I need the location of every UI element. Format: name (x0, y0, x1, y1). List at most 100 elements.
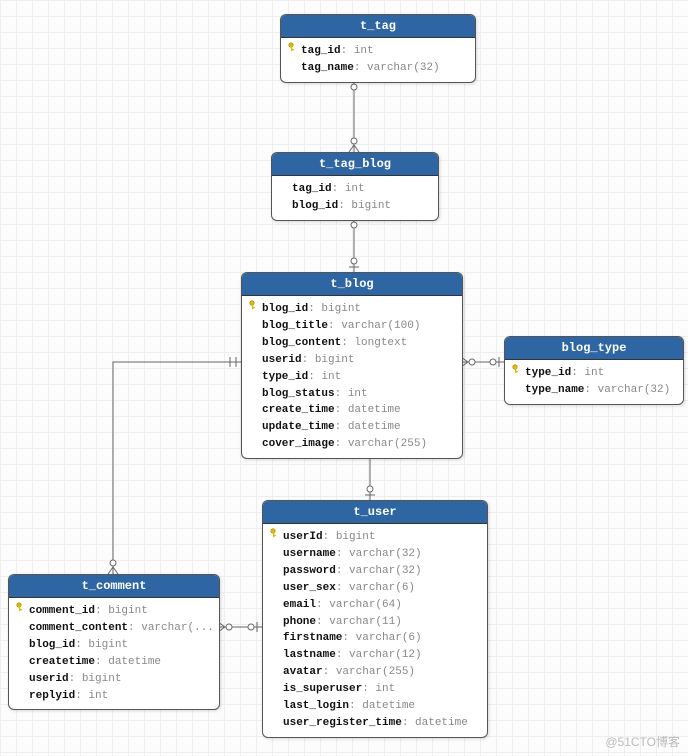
column-name: cover_image (262, 438, 335, 450)
blank-icon (248, 401, 260, 417)
blank-icon (278, 197, 290, 213)
column-name: comment_content (29, 622, 128, 634)
blank-icon (269, 646, 281, 662)
column-type: datetime (362, 700, 415, 712)
blank-icon (15, 619, 27, 635)
blank-icon (269, 613, 281, 629)
pk-icon (511, 364, 523, 380)
column-type: varchar(... (141, 622, 214, 634)
column-row: type_id: int (511, 364, 677, 381)
blank-icon (248, 351, 260, 367)
entity-header: t_comment (9, 575, 219, 598)
entity-t_tag_blog[interactable]: t_tag_blog tag_id: int blog_id: bigint (271, 152, 439, 221)
blank-icon (269, 697, 281, 713)
column-type: int (354, 45, 374, 57)
column-row: comment_id: bigint (15, 602, 213, 619)
blank-icon (269, 663, 281, 679)
column-type: longtext (354, 337, 407, 349)
entity-blog_type[interactable]: blog_typetype_id: int type_name: varchar… (504, 336, 684, 405)
blank-icon (287, 59, 299, 75)
column-name: tag_id (292, 183, 332, 195)
entity-t_user[interactable]: t_useruserId: bigint username: varchar(3… (262, 500, 488, 738)
column-name: replyid (29, 689, 75, 701)
column-row: blog_title: varchar(100) (248, 317, 456, 334)
column-type: varchar(11) (329, 615, 402, 627)
column-type: datetime (348, 421, 401, 433)
column-row: blog_content: longtext (248, 334, 456, 351)
connector-comment-to-blog (113, 362, 241, 574)
column-name: blog_id (292, 200, 338, 212)
column-row: last_login: datetime (269, 697, 481, 714)
blank-icon (269, 629, 281, 645)
column-type: varchar(12) (349, 649, 422, 661)
column-row: blog_id: bigint (278, 197, 432, 214)
blank-icon (248, 334, 260, 350)
column-type: bigint (108, 605, 148, 617)
blank-icon (269, 579, 281, 595)
column-row: password: varchar(32) (269, 562, 481, 579)
column-type: varchar(6) (349, 582, 415, 594)
entity-body: blog_id: bigint blog_title: varchar(100)… (242, 296, 462, 458)
column-row: blog_id: bigint (248, 300, 456, 317)
blank-icon (15, 670, 27, 686)
column-row: user_sex: varchar(6) (269, 579, 481, 596)
column-type: datetime (108, 656, 161, 668)
column-type: int (321, 371, 341, 383)
blank-icon (269, 680, 281, 696)
column-name: userid (262, 354, 302, 366)
entity-body: tag_id: int blog_id: bigint (272, 176, 438, 220)
column-row: type_name: varchar(32) (511, 381, 677, 398)
entity-body: tag_id: int tag_name: varchar(32) (281, 38, 475, 82)
column-row: create_time: datetime (248, 401, 456, 418)
column-name: tag_name (301, 62, 354, 74)
column-type: varchar(100) (341, 320, 420, 332)
blank-icon (269, 562, 281, 578)
column-name: blog_title (262, 320, 328, 332)
column-type: datetime (415, 717, 468, 729)
column-row: userid: bigint (15, 670, 213, 687)
column-row: is_superuser: int (269, 680, 481, 697)
column-row: user_register_time: datetime (269, 714, 481, 731)
entity-header: t_tag (281, 15, 475, 38)
entity-header: t_user (263, 501, 487, 524)
blank-icon (15, 687, 27, 703)
column-name: user_sex (283, 582, 336, 594)
column-name: blog_id (29, 639, 75, 651)
column-name: avatar (283, 666, 323, 678)
column-type: varchar(6) (356, 632, 422, 644)
column-row: userid: bigint (248, 351, 456, 368)
entity-t_blog[interactable]: t_blogblog_id: bigint blog_title: varcha… (241, 272, 463, 459)
blank-icon (15, 636, 27, 652)
column-name: email (283, 599, 316, 611)
entity-body: type_id: int type_name: varchar(32) (505, 360, 683, 404)
column-name: type_name (525, 384, 584, 396)
column-type: varchar(255) (336, 666, 415, 678)
column-name: blog_status (262, 387, 335, 399)
column-type: bigint (315, 354, 355, 366)
column-row: blog_status: int (248, 385, 456, 402)
blank-icon (248, 317, 260, 333)
column-row: tag_name: varchar(32) (287, 59, 469, 76)
column-type: bigint (351, 200, 391, 212)
column-name: firstname (283, 632, 342, 644)
column-type: datetime (348, 404, 401, 416)
blank-icon (269, 714, 281, 730)
column-name: user_register_time (283, 717, 402, 729)
column-name: phone (283, 615, 316, 627)
column-type: varchar(32) (349, 548, 422, 560)
blank-icon (269, 596, 281, 612)
column-name: lastname (283, 649, 336, 661)
entity-t_comment[interactable]: t_comment comment_id: bigint comment_cont… (8, 574, 220, 710)
column-type: bigint (82, 673, 122, 685)
column-row: email: varchar(64) (269, 596, 481, 613)
column-name: userid (29, 673, 69, 685)
column-name: update_time (262, 421, 335, 433)
column-name: is_superuser (283, 683, 362, 695)
entity-header: t_tag_blog (272, 153, 438, 176)
column-row: lastname: varchar(12) (269, 646, 481, 663)
column-row: type_id: int (248, 368, 456, 385)
entity-t_tag[interactable]: t_tagtag_id: int tag_name: varchar(32) (280, 14, 476, 83)
column-type: bigint (336, 531, 376, 543)
column-type: int (345, 183, 365, 195)
column-type: int (88, 689, 108, 701)
